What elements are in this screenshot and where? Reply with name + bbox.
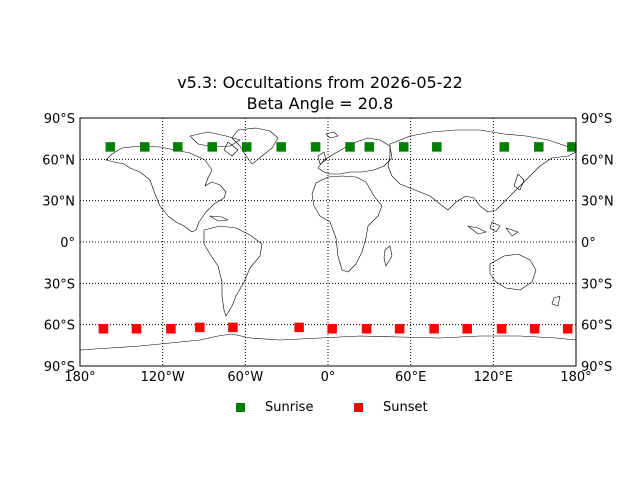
- sunrise-point-9: [399, 142, 409, 152]
- lat-tick-label-left-5: 60°N: [42, 153, 75, 168]
- sunset-point-11: [496, 324, 507, 334]
- sunrise-point-2: [173, 142, 183, 152]
- sunrise-point-4: [241, 142, 252, 152]
- sunrise-point-13: [567, 142, 577, 152]
- sunset-point-7: [361, 324, 372, 334]
- lat-tick-label-left-6: 90°S: [44, 112, 75, 127]
- lon-tick-label-1: 120°W: [141, 370, 185, 385]
- lon-tick-label-4: 60°E: [395, 370, 426, 385]
- lat-tick-label-right-1: 60°S: [581, 319, 612, 334]
- sunrise-point-7: [345, 142, 355, 152]
- legend-sunset-marker: [354, 403, 363, 412]
- sunset-point-9: [429, 324, 439, 334]
- axis-ticks: 180° 120°W 60°W 0° 60°E 120°E 180°90°S 90°S60°S…: [42, 112, 614, 385]
- sunset-point-8: [394, 324, 405, 334]
- legend-sunrise-label: Sunrise: [265, 400, 314, 415]
- legend-sunset-label: Sunset: [383, 400, 428, 415]
- lon-tick-label-5: 120°E: [474, 370, 514, 385]
- sunset-point-3: [195, 322, 205, 333]
- sunset-point-6: [327, 324, 337, 334]
- lat-tick-label-left-1: 60°S: [44, 319, 75, 334]
- sunset-point-0: [98, 324, 109, 334]
- sunset-point-2: [166, 324, 176, 334]
- map-frame: [79, 117, 577, 367]
- chart-title-line1: v5.3: Occultations from 2026-05-22: [177, 73, 463, 92]
- coastline-outlines: [80, 127, 576, 351]
- sunrise-point-5: [276, 142, 286, 152]
- sunrise-point-0: [105, 142, 116, 152]
- sunrise-point-8: [364, 142, 375, 152]
- legend-sunrise-marker: [236, 403, 245, 412]
- lat-tick-label-right-5: 60°N: [581, 153, 614, 168]
- lat-tick-label-right-3: 0°: [581, 236, 596, 251]
- lon-tick-label-3: 0°: [321, 370, 336, 385]
- sunset-point-1: [131, 324, 142, 334]
- lat-tick-label-left-2: 30°S: [44, 277, 75, 292]
- lon-tick-label-2: 60°W: [227, 370, 263, 385]
- lat-tick-label-right-4: 30°N: [581, 195, 614, 210]
- sunrise-point-3: [207, 142, 218, 152]
- sunset-point-12: [529, 324, 540, 334]
- occultation-points: [98, 142, 577, 334]
- sunrise-point-11: [499, 142, 510, 152]
- lat-tick-label-right-0: 90°S: [581, 360, 612, 375]
- sunrise-point-10: [432, 142, 442, 152]
- lat-tick-label-right-2: 30°S: [581, 277, 612, 292]
- sunrise-point-6: [310, 142, 321, 152]
- sunrise-point-1: [140, 142, 150, 152]
- map-gridlines: [80, 118, 576, 366]
- sunset-point-5: [294, 322, 304, 333]
- lon-tick-label-6: 180°: [560, 370, 591, 385]
- lon-tick-label-0: 180°: [64, 370, 95, 385]
- sunrise-point-12: [534, 142, 544, 152]
- chart-title-line2: Beta Angle = 20.8: [246, 94, 394, 113]
- lat-tick-label-left-3: 0°: [60, 236, 75, 251]
- sunset-point-4: [228, 322, 238, 333]
- lat-tick-label-right-6: 90°S: [581, 112, 612, 127]
- lat-tick-label-left-4: 30°N: [42, 195, 75, 210]
- sunset-point-13: [562, 324, 573, 334]
- sunset-point-10: [462, 324, 472, 334]
- lat-tick-label-left-0: 90°S: [44, 360, 75, 375]
